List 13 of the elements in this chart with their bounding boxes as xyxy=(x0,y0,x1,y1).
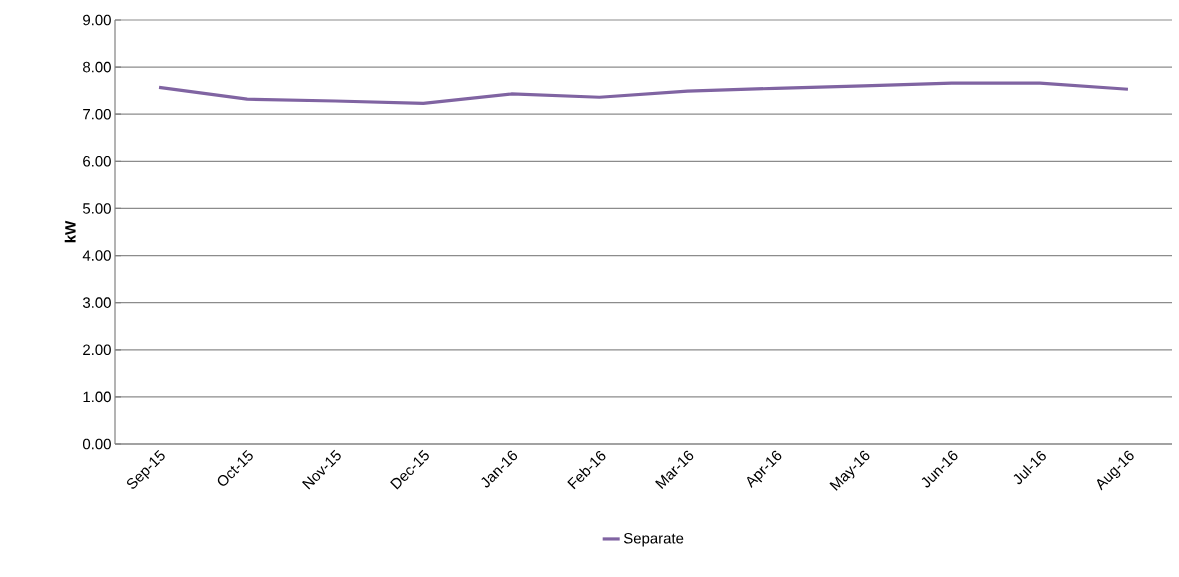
y-tick-label: 6.00 xyxy=(83,156,111,167)
y-tick-label: 3.00 xyxy=(82,297,111,308)
y-tick-label: 5.00 xyxy=(82,203,111,214)
y-tick-label: 7.00 xyxy=(83,108,111,120)
y-tick-label: 4.00 xyxy=(82,250,111,261)
line-series xyxy=(157,81,1130,105)
y-tick-label: 1.00 xyxy=(83,391,111,403)
y-tick-label: 8.00 xyxy=(83,61,111,73)
y-tick-label: 9.00 xyxy=(83,14,111,26)
y-tick-label: 0.00 xyxy=(82,438,111,450)
y-axis-title: kW xyxy=(64,220,76,243)
y-tick-label: 2.00 xyxy=(83,344,111,356)
legend-label: Separate xyxy=(623,532,684,547)
